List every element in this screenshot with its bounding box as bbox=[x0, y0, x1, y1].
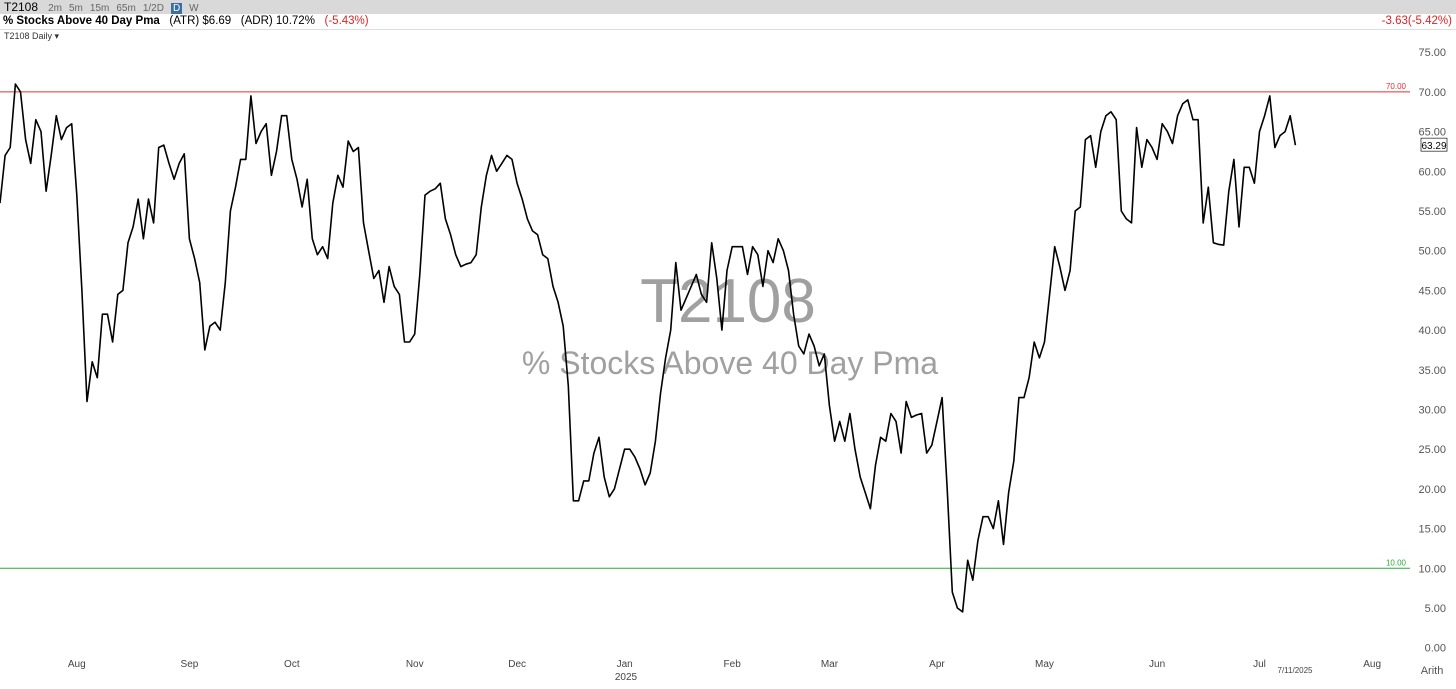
watermark-name: % Stocks Above 40 Day Pma bbox=[522, 345, 938, 381]
interval[interactable]: W bbox=[189, 3, 199, 14]
x-tick-label: Oct bbox=[284, 659, 300, 670]
y-tick-label: 10.00 bbox=[1418, 563, 1446, 575]
y-tick-label: 0.00 bbox=[1425, 643, 1446, 655]
x-tick-label: Aug bbox=[1363, 659, 1381, 670]
y-tick-label: 40.00 bbox=[1418, 325, 1446, 337]
scale-mode[interactable]: Arith bbox=[1421, 665, 1444, 677]
y-tick-label: 45.00 bbox=[1418, 285, 1446, 297]
data-line bbox=[0, 83, 1297, 613]
y-tick-label: 75.00 bbox=[1418, 47, 1446, 59]
x-tick-label: Jun bbox=[1149, 659, 1165, 670]
interval[interactable]: 15m bbox=[89, 3, 110, 14]
last-value-box bbox=[1420, 137, 1448, 152]
y-tick-label: 20.00 bbox=[1418, 484, 1446, 496]
x-tick-label: Apr bbox=[929, 659, 945, 670]
y-tick-label: 35.00 bbox=[1418, 365, 1446, 377]
reference-label: 10.00 bbox=[1386, 558, 1407, 567]
pct-change: (-5.43%) bbox=[324, 15, 369, 27]
toolbar: T2108 2m 5m 15m 65m 1/2D D W bbox=[0, 0, 1456, 14]
y-tick-label: 50.00 bbox=[1418, 246, 1446, 258]
intervals: 2m 5m 15m 65m 1/2D D W bbox=[48, 2, 206, 14]
x-tick-label: Jan bbox=[617, 659, 633, 670]
x-tick-label: Sep bbox=[181, 659, 199, 670]
x-tick-label: Jul bbox=[1253, 659, 1266, 670]
change-info: -3.63(-5.42%) bbox=[1382, 15, 1452, 27]
change: -3.63 bbox=[1381, 15, 1408, 27]
y-tick-label: 55.00 bbox=[1418, 206, 1446, 218]
interval[interactable]: D bbox=[170, 3, 183, 14]
y-tick-label: 25.00 bbox=[1418, 444, 1446, 456]
x-tick-label: Dec bbox=[508, 659, 526, 670]
y-tick-label: 30.00 bbox=[1418, 404, 1446, 416]
interval[interactable]: 5m bbox=[69, 3, 83, 14]
chart-label[interactable]: T2108 Daily ▾ bbox=[4, 31, 60, 41]
watermark-symbol: T2108 bbox=[640, 267, 816, 336]
adr: (ADR) 10.72% bbox=[240, 15, 315, 27]
interval[interactable]: 65m bbox=[116, 3, 136, 14]
y-tick-label: 5.00 bbox=[1425, 603, 1446, 615]
symbol[interactable]: T2108 bbox=[4, 0, 39, 14]
atr: (ATR) $6.69 bbox=[169, 15, 232, 27]
change-pct: (-5.42%) bbox=[1407, 15, 1452, 27]
x-tick-label: Feb bbox=[724, 659, 742, 670]
info-line: % Stocks Above 40 Day Pma (ATR) $6.69 (A… bbox=[3, 15, 369, 27]
last-date: 7/11/2025 bbox=[1278, 666, 1314, 675]
y-tick-label: 70.00 bbox=[1418, 87, 1446, 99]
chart-label-text[interactable]: T2108 Daily bbox=[4, 31, 53, 41]
y-tick-label: 60.00 bbox=[1418, 166, 1446, 178]
year-label: 2025 bbox=[615, 672, 638, 683]
last-value-label: 63.29 bbox=[1421, 141, 1446, 152]
interval[interactable]: 2m bbox=[48, 3, 62, 14]
x-tick-label: Mar bbox=[821, 659, 839, 670]
x-tick-label: Aug bbox=[68, 659, 86, 670]
x-tick-label: May bbox=[1035, 659, 1054, 670]
y-tick-label: 65.00 bbox=[1418, 127, 1446, 139]
y-tick-label: 15.00 bbox=[1418, 524, 1446, 536]
x-tick-label: Nov bbox=[406, 659, 424, 670]
indicator-name: % Stocks Above 40 Day Pma bbox=[3, 15, 160, 27]
reference-label: 70.00 bbox=[1386, 82, 1407, 91]
interval[interactable]: 1/2D bbox=[142, 3, 164, 14]
